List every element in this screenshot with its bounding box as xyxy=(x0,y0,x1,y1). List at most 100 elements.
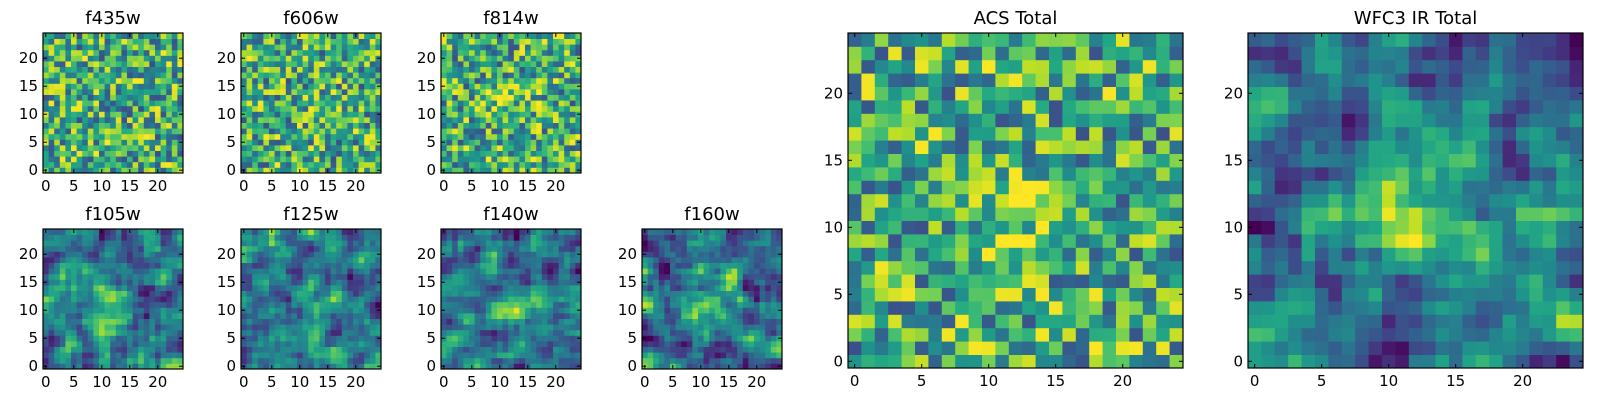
heatmap-cell xyxy=(569,262,576,269)
heatmap-cell xyxy=(547,290,554,297)
heatmap-cell xyxy=(675,234,682,241)
heatmap-cell xyxy=(308,38,315,45)
axes-frame xyxy=(641,228,783,370)
heatmap-cell xyxy=(1116,314,1130,329)
heatmap-cell xyxy=(87,133,94,140)
heatmap-cell xyxy=(848,193,862,208)
heatmap-cell xyxy=(474,100,481,107)
heatmap-cell xyxy=(104,122,111,129)
heatmap-cell xyxy=(1062,234,1077,248)
heatmap-cell xyxy=(341,117,348,123)
heatmap-cell xyxy=(177,105,184,112)
heatmap-cell xyxy=(502,234,509,241)
heatmap-cell xyxy=(508,83,515,90)
heatmap-cell xyxy=(497,83,503,90)
heatmap-cell xyxy=(48,324,55,331)
heatmap-cell xyxy=(692,234,699,241)
heatmap-cell xyxy=(575,268,582,275)
heatmap-cell xyxy=(274,128,281,135)
heatmap-cell xyxy=(353,122,359,129)
heatmap-cell xyxy=(658,279,665,286)
heatmap-cell xyxy=(446,122,453,129)
heatmap-cell xyxy=(513,335,520,342)
heatmap-cell xyxy=(681,257,688,263)
heatmap-cell xyxy=(76,301,83,308)
heatmap-cell xyxy=(171,156,178,163)
heatmap-cell xyxy=(364,44,371,51)
heatmap-cell xyxy=(364,72,371,79)
heatmap-cell xyxy=(485,257,492,263)
heatmap-cell xyxy=(166,44,173,51)
heatmap-cell xyxy=(285,285,292,291)
heatmap-cell xyxy=(291,139,298,146)
heatmap-cell xyxy=(703,296,710,303)
heatmap-cell xyxy=(177,72,184,79)
heatmap-cell xyxy=(358,49,365,56)
heatmap-cell xyxy=(369,49,376,56)
heatmap-cell xyxy=(353,61,359,67)
heatmap-cell xyxy=(441,94,447,101)
heatmap-cell xyxy=(82,346,89,353)
heatmap-cell xyxy=(319,245,326,252)
heatmap-cell xyxy=(1022,153,1036,168)
heatmap-cell xyxy=(698,279,704,286)
heatmap-cell xyxy=(692,285,699,291)
heatmap-cell xyxy=(525,285,531,291)
heatmap-cell xyxy=(497,279,503,286)
heatmap-cell xyxy=(469,100,475,107)
heatmap-cell xyxy=(1116,274,1130,288)
heatmap-cell xyxy=(291,100,298,107)
heatmap-cell xyxy=(65,133,72,140)
heatmap-cell xyxy=(658,352,665,359)
heatmap-cell xyxy=(1049,327,1063,342)
heatmap-cell xyxy=(313,49,320,56)
heatmap-cell xyxy=(446,150,453,157)
heatmap-cell xyxy=(257,117,264,123)
heatmap-cell xyxy=(138,72,145,79)
heatmap-cell xyxy=(759,313,766,319)
heatmap-cell xyxy=(110,38,117,45)
heatmap-cell xyxy=(463,296,470,303)
heatmap-cell xyxy=(43,290,49,297)
heatmap-cell xyxy=(508,346,515,353)
heatmap-cell xyxy=(330,145,337,151)
heatmap-cell xyxy=(915,207,929,221)
heatmap-cell xyxy=(1102,167,1117,181)
heatmap-cell xyxy=(485,335,492,342)
heatmap-cell xyxy=(87,122,94,129)
heatmap-cell xyxy=(480,268,487,275)
heatmap-cell xyxy=(160,33,167,39)
heatmap-cell xyxy=(530,313,537,319)
heatmap-cell xyxy=(369,122,376,129)
heatmap-cell xyxy=(558,49,565,56)
heatmap-cell xyxy=(43,105,49,112)
heatmap-cell xyxy=(513,100,520,107)
heatmap-cell xyxy=(452,318,459,325)
heatmap-cell xyxy=(982,287,996,302)
heatmap-cell xyxy=(569,61,576,67)
heatmap-cell xyxy=(675,251,682,258)
heatmap-cell xyxy=(928,327,943,342)
heatmap-cell xyxy=(558,139,565,146)
heatmap-cell xyxy=(71,279,77,286)
heatmap-cell xyxy=(138,307,145,314)
heatmap-cell xyxy=(681,262,688,269)
heatmap-cell xyxy=(698,346,704,353)
heatmap-cell xyxy=(252,94,259,101)
heatmap-cell xyxy=(731,245,738,252)
heatmap-cell xyxy=(754,251,760,258)
heatmap-cell xyxy=(901,274,916,288)
heatmap-cell xyxy=(874,167,889,181)
heatmap-cell xyxy=(720,341,727,347)
heatmap-cell xyxy=(280,346,287,353)
heatmap-cell xyxy=(48,357,55,364)
heatmap-cell xyxy=(353,83,359,90)
heatmap-cell xyxy=(1102,193,1117,208)
heatmap-cell xyxy=(149,72,156,79)
heatmap-cell xyxy=(127,346,133,353)
heatmap-cell xyxy=(166,229,173,235)
heatmap-cell xyxy=(285,301,292,308)
heatmap-cell xyxy=(658,257,665,263)
heatmap-cell xyxy=(302,257,309,263)
heatmap-cell xyxy=(469,77,475,84)
